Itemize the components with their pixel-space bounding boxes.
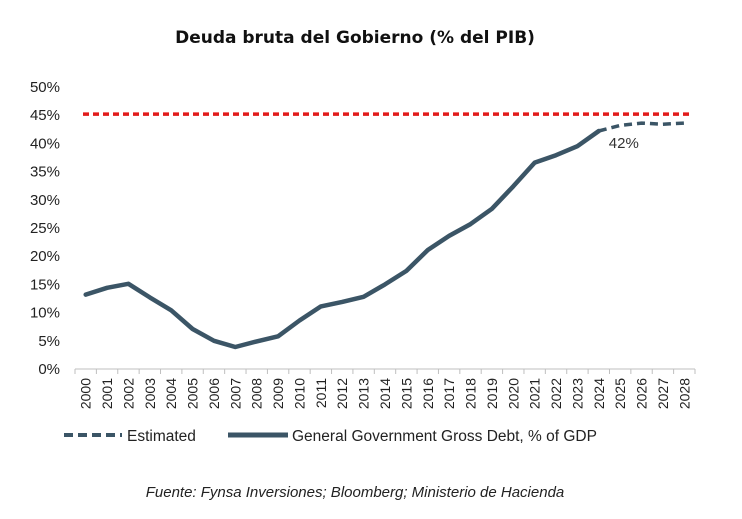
x-tick-label: 2006 — [206, 378, 222, 409]
y-tick-label: 20% — [30, 248, 60, 265]
y-tick-label: 40% — [30, 135, 60, 152]
x-tick-label: 2005 — [185, 378, 201, 409]
y-tick-label: 10% — [30, 305, 60, 322]
x-tick-label: 2000 — [78, 378, 94, 409]
x-tick-label: 2021 — [527, 378, 543, 409]
x-tick-label: 2025 — [612, 378, 628, 409]
series-layer — [83, 112, 689, 350]
y-tick-label: 25% — [30, 220, 60, 237]
x-tick-label: 2027 — [655, 378, 671, 409]
annotation-label: 42% — [609, 135, 639, 152]
x-tick-label: 2002 — [120, 378, 136, 409]
x-axis-labels: 2000 2001 2002 2003 2004 2005 2006 2007 2008 2009… — [78, 378, 693, 409]
x-tick-label: 2022 — [548, 378, 564, 409]
series-line-gross-debt — [83, 128, 602, 350]
x-tick-label: 2007 — [227, 378, 243, 409]
chart-title: Deuda bruta del Gobierno (% del PIB) — [175, 28, 535, 48]
source-note: Fuente: Fynsa Inversiones; Bloomberg; Mi… — [146, 484, 565, 501]
x-tick-label: 2026 — [634, 378, 650, 409]
x-tick-label: 2009 — [270, 378, 286, 409]
x-tick-label: 2018 — [463, 378, 479, 409]
legend: Estimated General Government Gross Debt,… — [64, 428, 597, 445]
legend-estimated-label: Estimated — [127, 428, 196, 445]
y-tick-label: 50% — [30, 79, 60, 96]
x-tick-label: 2013 — [356, 378, 372, 409]
x-tick-label: 2008 — [249, 378, 265, 409]
x-tick-label: 2012 — [334, 378, 350, 409]
y-axis-ticks: 0% 5% 10% 15% 20% 25% 30% 35% 40% 45% 50% — [30, 79, 60, 378]
x-tick-label: 2016 — [420, 378, 436, 409]
x-tick-label: 2017 — [441, 378, 457, 409]
y-tick-label: 35% — [30, 164, 60, 181]
y-tick-label: 5% — [38, 333, 60, 350]
legend-gross-debt-label: General Government Gross Debt, % of GDP — [292, 428, 597, 445]
y-tick-label: 15% — [30, 276, 60, 293]
x-tick-label: 2020 — [505, 378, 521, 409]
x-tick-label: 2001 — [99, 378, 115, 409]
x-tick-label: 2023 — [569, 378, 585, 409]
y-tick-label: 0% — [38, 361, 60, 378]
x-axis-tick-marks — [74, 369, 696, 374]
x-tick-label: 2011 — [313, 378, 329, 408]
series-line-estimated — [598, 121, 685, 133]
x-tick-label: 2014 — [377, 378, 393, 409]
y-tick-label: 30% — [30, 192, 60, 209]
x-tick-label: 2015 — [398, 378, 414, 409]
x-tick-label: 2004 — [163, 378, 179, 409]
x-tick-label: 2003 — [142, 378, 158, 409]
x-tick-label: 2019 — [484, 378, 500, 409]
x-tick-label: 2028 — [676, 378, 692, 409]
x-tick-label: 2010 — [291, 378, 307, 409]
y-tick-label: 45% — [30, 107, 60, 124]
x-tick-label: 2024 — [591, 378, 607, 409]
